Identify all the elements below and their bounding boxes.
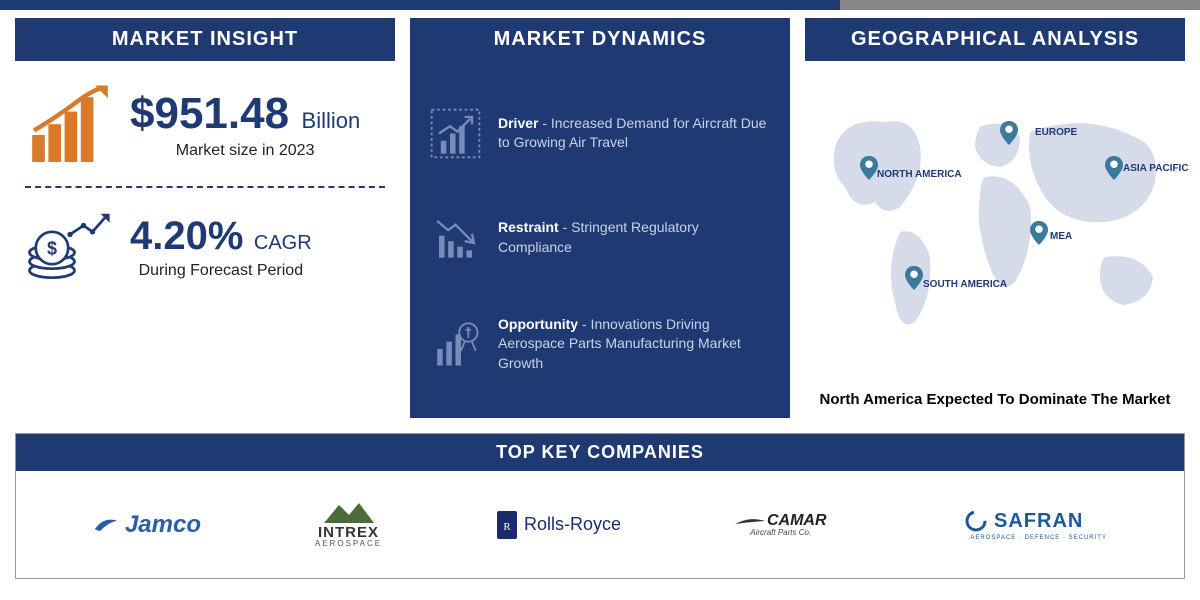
intrex-sub: AEROSPACE [315,540,382,548]
world-map-svg [805,71,1185,383]
geo-caption: North America Expected To Dominate The M… [805,383,1185,408]
rr-text: Rolls-Royce [524,514,621,535]
market-size-value: $951.48 [130,89,289,138]
svg-text:$: $ [47,238,57,258]
market-size-unit: Billion [302,108,361,133]
dynamics-body: Driver - Increased Demand for Aircraft D… [410,61,790,418]
market-size-label: Market size in 2023 [130,142,360,160]
opportunity-icon [428,316,483,371]
pin-ap-icon [1105,156,1123,180]
driver-row: Driver - Increased Demand for Aircraft D… [428,106,772,161]
jamco-text: Jamco [125,511,201,539]
pin-eu-icon [1000,121,1018,145]
driver-text: Driver - Increased Demand for Aircraft D… [498,114,772,153]
camar-wing-icon [735,516,765,526]
growth-chart-icon [25,81,115,171]
company-camar: CAMAR Aircraft Parts Co. [735,513,827,537]
market-size-text: $951.48 Billion Market size in 2023 [130,92,360,160]
restraint-label: Restraint [498,219,559,235]
cagr-row: $ 4.20% CAGR During Forecast Period [25,203,385,293]
market-dynamics-column: MARKET DYNAMICS Driver - Increased Deman… [410,18,790,418]
company-jamco: Jamco [93,511,201,539]
pin-mea-icon [1030,221,1048,245]
cagr-label: During Forecast Period [130,262,312,280]
safran-sub: AEROSPACE · DEFENCE · SECURITY [970,535,1107,541]
cagr-unit: CAGR [254,232,312,254]
camar-sub: Aircraft Parts Co. [750,529,811,537]
dynamics-header: MARKET DYNAMICS [410,18,790,61]
company-intrex: INTREX AEROSPACE [315,501,382,548]
restraint-text: Restraint - Stringent Regulatory Complia… [498,218,772,257]
cagr-value: 4.20% [130,214,243,258]
geo-body: NORTH AMERICA SOUTH AMERICA EUROPE MEA A… [805,61,1185,418]
geo-column: GEOGRAPHICAL ANALYSIS [805,18,1185,418]
rr-badge-icon: R [496,510,518,540]
geo-header: GEOGRAPHICAL ANALYSIS [805,18,1185,61]
camar-text: CAMAR [767,513,827,529]
region-ap-label: ASIA PACIFIC [1123,163,1189,174]
pin-sa-icon [905,266,923,290]
jamco-swoosh-icon [93,512,119,538]
driver-desc: - Increased Demand for Aircraft Due to G… [498,115,766,151]
coins-growth-icon: $ [25,203,115,293]
intrex-text: INTREX [318,525,379,540]
opportunity-text: Opportunity - Innovations Driving Aerosp… [498,315,772,374]
companies-header: TOP KEY COMPANIES [16,434,1184,471]
intrex-mountain-icon [319,501,379,525]
insight-header: MARKET INSIGHT [15,18,395,61]
insight-body: $951.48 Billion Market size in 2023 $ [15,61,395,323]
cagr-text: 4.20% CAGR During Forecast Period [130,216,312,280]
svg-text:R: R [503,521,511,533]
region-sa-label: SOUTH AMERICA [923,279,1007,290]
companies-row: Jamco INTREX AEROSPACE R Rolls-Royce CAM… [16,471,1184,578]
market-insight-column: MARKET INSIGHT $951.48 Billion Market [15,18,395,418]
region-mea-label: MEA [1050,231,1072,242]
driver-icon [428,106,483,161]
region-na-label: NORTH AMERICA [877,169,962,180]
company-rolls-royce: R Rolls-Royce [496,510,621,540]
safran-ring-icon [964,509,988,533]
pin-na-icon [860,156,878,180]
company-safran: SAFRAN AEROSPACE · DEFENCE · SECURITY [940,509,1107,541]
market-size-row: $951.48 Billion Market size in 2023 [25,81,385,171]
insight-separator [25,186,385,188]
opportunity-row: Opportunity - Innovations Driving Aerosp… [428,315,772,374]
restraint-row: Restraint - Stringent Regulatory Complia… [428,210,772,265]
restraint-icon [428,210,483,265]
companies-section: TOP KEY COMPANIES Jamco INTREX AEROSPACE… [15,433,1185,579]
opportunity-label: Opportunity [498,316,578,332]
header-bar [0,0,1200,10]
main-columns: MARKET INSIGHT $951.48 Billion Market [15,18,1185,418]
region-eu-label: EUROPE [1035,127,1077,138]
world-map: NORTH AMERICA SOUTH AMERICA EUROPE MEA A… [805,71,1185,383]
safran-text: SAFRAN [994,511,1083,531]
driver-label: Driver [498,115,538,131]
